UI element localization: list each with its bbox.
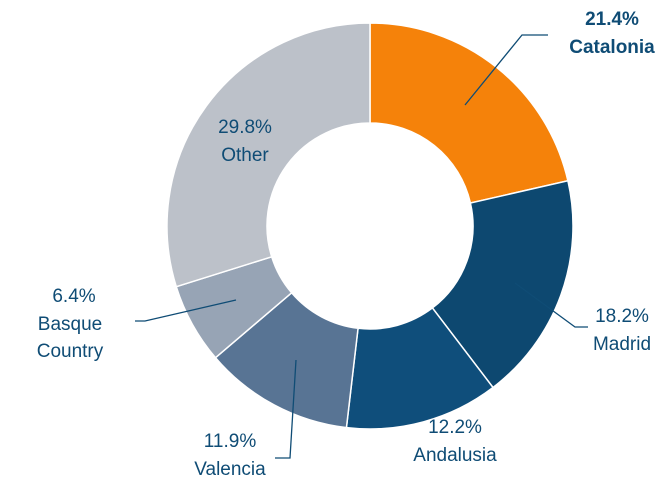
data-label: 12.2% [428,417,482,438]
data-label: 18.2% [595,306,649,327]
donut-slice [166,22,371,288]
category-label: Catalonia [569,37,655,58]
category-label: Valencia [194,459,266,480]
category-label: Andalusia [413,445,497,466]
category-label-line: Basque [38,314,102,335]
category-label-line: Country [37,341,104,362]
category-label: Madrid [593,334,651,355]
category-label: Basque Country [37,314,104,362]
leader-line [275,359,297,459]
leader-line [135,299,237,322]
leader-line [514,282,588,328]
category-label: Other [221,145,269,166]
data-label: 29.8% [218,117,272,138]
data-label: 21.4% [585,9,639,30]
donut-slice [369,22,569,204]
donut-slice [431,179,574,389]
data-label: 11.9% [204,431,257,452]
data-label: 6.4% [52,286,95,307]
leader-line [464,34,548,106]
